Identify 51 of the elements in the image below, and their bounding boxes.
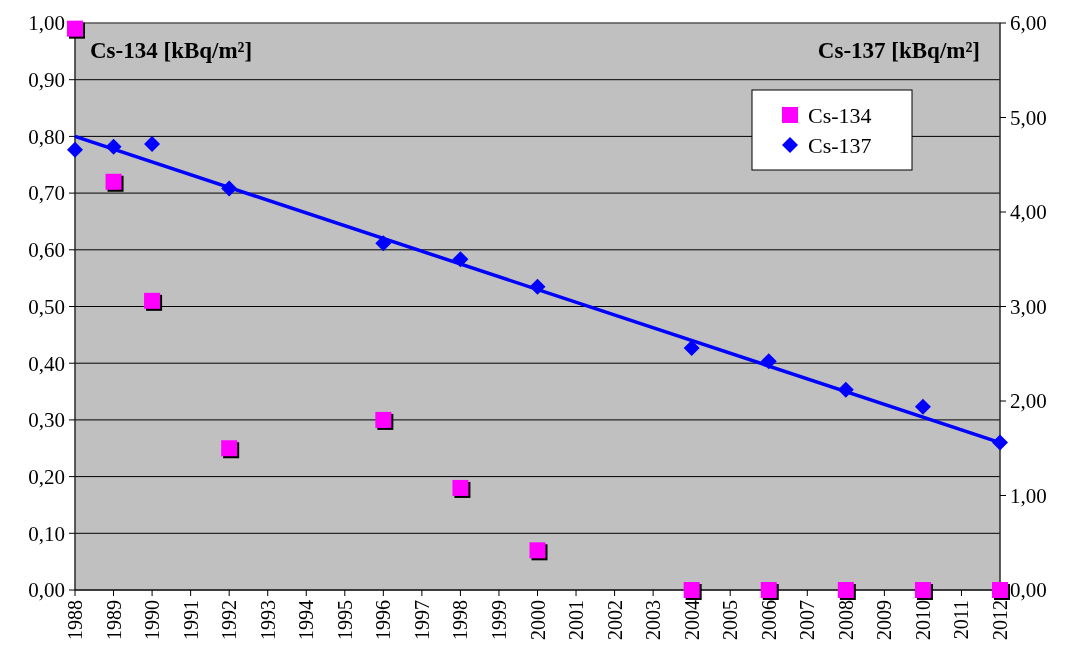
- x-tick-label: 1999: [487, 600, 510, 640]
- x-tick-label: 1993: [256, 600, 279, 640]
- x-tick-label: 1991: [179, 600, 202, 640]
- y-tick-label: 0,00: [28, 578, 65, 603]
- y2-tick-label: 5,00: [1010, 105, 1047, 130]
- x-tick-label: 1995: [333, 600, 356, 640]
- legend-label: Cs-137: [808, 132, 872, 158]
- point: [144, 135, 161, 152]
- x-tick-label: 1992: [218, 600, 241, 640]
- x-tick-label: 1989: [102, 600, 125, 640]
- y2-axis-title: Cs-137 [kBq/m²]: [817, 38, 980, 63]
- x-tick-label: 1997: [410, 600, 433, 640]
- x-tick-label: 2007: [796, 600, 819, 640]
- x-tick-label: 2002: [603, 600, 626, 640]
- point: [683, 340, 700, 357]
- y2-tick-label: 1,00: [1010, 483, 1047, 508]
- y-tick-label: 0,20: [28, 464, 65, 489]
- y-tick-label: 0,50: [28, 294, 65, 319]
- y-tick-label: 0,30: [28, 408, 65, 433]
- x-tick-label: 1998: [449, 600, 472, 640]
- y2-tick-label: 6,00: [1010, 11, 1047, 36]
- x-tick-label: 1996: [372, 600, 395, 640]
- x-tick-label: 2009: [873, 600, 896, 640]
- x-tick-label: 2012: [989, 600, 1011, 640]
- y-tick-label: 0,40: [28, 351, 65, 376]
- y-tick-label: 0,80: [28, 124, 65, 149]
- x-tick-label: 2001: [565, 600, 588, 640]
- x-tick-label: 2000: [526, 600, 549, 640]
- x-tick-label: 2011: [950, 600, 973, 640]
- x-tick-label: 2010: [911, 600, 934, 640]
- y-tick-label: 1,00: [28, 11, 65, 36]
- y-tick-label: 0,10: [28, 521, 65, 546]
- y2-tick-label: 4,00: [1010, 200, 1047, 225]
- y2-tick-label: 0,00: [1010, 578, 1047, 603]
- point: [914, 398, 931, 415]
- x-tick-label: 2003: [642, 600, 665, 640]
- y2-tick-label: 3,00: [1010, 294, 1047, 319]
- x-tick-label: 1994: [295, 600, 318, 640]
- legend-label: Cs-134: [808, 102, 872, 128]
- x-tick-label: 2006: [757, 600, 780, 640]
- y-axis-title: Cs-134 [kBq/m²]: [90, 38, 253, 63]
- y-tick-label: 0,90: [28, 68, 65, 93]
- y-tick-label: 0,60: [28, 238, 65, 263]
- y2-tick-label: 2,00: [1010, 389, 1047, 414]
- x-tick-label: 1990: [141, 600, 164, 640]
- x-tick-label: 2005: [719, 600, 742, 640]
- point: [67, 141, 83, 158]
- x-tick-label: 2008: [834, 600, 857, 640]
- x-tick-label: 1988: [64, 600, 86, 640]
- y-tick-label: 0,70: [28, 181, 65, 206]
- x-tick-label: 2004: [680, 600, 703, 640]
